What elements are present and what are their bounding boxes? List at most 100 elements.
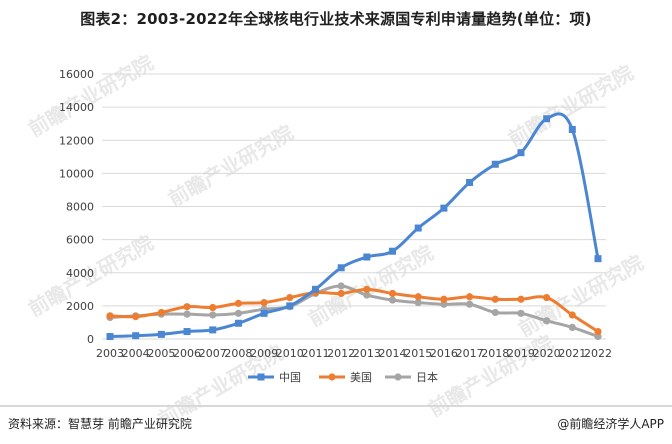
x-tick-label: 2007 [199, 347, 227, 360]
x-tick-label: 2018 [481, 347, 509, 360]
data-point-china [260, 309, 268, 317]
data-point-usa [517, 295, 525, 303]
data-point-china [132, 332, 140, 340]
data-point-china [106, 333, 114, 341]
data-point-japan [234, 309, 243, 317]
data-point-usa [157, 308, 165, 317]
data-point-china [337, 264, 345, 272]
series-lines [106, 112, 602, 341]
data-point-japan [363, 291, 371, 299]
y-tick-label: 10000 [59, 167, 94, 180]
data-point-usa [132, 313, 140, 321]
data-point-usa [286, 293, 294, 302]
data-point-china [414, 224, 422, 232]
x-tick-label: 2004 [122, 347, 150, 360]
y-tick-label: 6000 [66, 234, 94, 247]
y-axis-ticks: 0 2000 4000 6000 8000 10000 12000 14000 16000 [59, 68, 94, 346]
x-tick-label: 2014 [379, 347, 407, 360]
data-point-usa [414, 293, 422, 301]
y-tick-label: 12000 [59, 134, 94, 147]
data-point-usa [388, 289, 397, 298]
x-tick-label: 2011 [301, 347, 329, 360]
data-point-china [183, 328, 191, 336]
data-point-usa [465, 293, 474, 301]
source-note: 资料来源：智慧芽 前瞻产业研究院 [8, 417, 192, 431]
data-point-china [491, 160, 499, 168]
series-line-usa [108, 287, 600, 334]
y-tick-label: 14000 [59, 101, 94, 114]
line-chart: 0 2000 4000 6000 8000 10000 12000 14000 16000 20… [59, 68, 612, 384]
x-tick-label: 2020 [533, 347, 561, 360]
legend-marker-japan [394, 373, 402, 381]
data-point-usa [440, 295, 448, 303]
data-point-china [286, 302, 294, 310]
footer-divider [0, 405, 672, 407]
y-tick-label: 16000 [59, 68, 94, 81]
data-point-japan [491, 308, 499, 317]
legend-label-japan: 日本 [416, 370, 438, 384]
x-tick-label: 2003 [96, 347, 124, 360]
data-point-china [209, 326, 217, 334]
data-point-japan [414, 298, 422, 307]
y-tick-label: 4000 [66, 267, 94, 280]
data-point-china [440, 204, 448, 212]
x-tick-label: 2009 [250, 347, 278, 360]
gridlines [102, 73, 606, 340]
legend: 中国 美国 日本 [248, 370, 438, 384]
data-point-japan [543, 317, 551, 325]
data-point-japan [440, 300, 448, 308]
x-tick-label: 2012 [327, 347, 355, 360]
x-tick-label: 2010 [276, 347, 304, 360]
data-point-japan [388, 296, 397, 304]
data-point-china [466, 178, 474, 186]
data-point-china [234, 319, 242, 327]
data-point-usa [543, 293, 551, 302]
y-tick-label: 2000 [66, 300, 94, 313]
data-point-china [568, 125, 576, 133]
data-point-japan [568, 323, 576, 332]
legend-label-china: 中国 [279, 371, 301, 384]
x-tick-label: 2006 [173, 347, 201, 360]
data-point-japan [465, 300, 474, 308]
footer: 资料来源：智慧芽 前瞻产业研究院 @前瞻经济学人APP [0, 405, 672, 444]
data-point-usa [594, 327, 602, 336]
data-point-china [157, 330, 165, 338]
series-line-japan [108, 284, 600, 339]
x-tick-label: 2013 [353, 347, 381, 360]
x-tick-label: 2016 [430, 347, 458, 360]
x-tick-label: 2022 [584, 347, 612, 360]
x-tick-label: 2021 [558, 347, 586, 360]
data-point-japan [517, 309, 525, 317]
data-point-china [363, 253, 371, 261]
x-tick-label: 2019 [507, 347, 535, 360]
x-tick-label: 2008 [224, 347, 252, 360]
x-axis-ticks: 2003200420052006200720082009201020112012… [96, 347, 612, 360]
chart-title: 图表2：2003-2022年全球核电行业技术来源国专利申请量趋势(单位：项) [80, 10, 592, 28]
series-line-china [108, 112, 600, 339]
data-point-usa [260, 298, 268, 307]
data-point-china [543, 115, 551, 123]
data-point-china [594, 255, 602, 263]
data-point-usa [209, 303, 217, 312]
data-point-china [311, 285, 319, 293]
x-tick-label: 2017 [456, 347, 484, 360]
data-point-usa [183, 303, 191, 311]
x-tick-label: 2015 [404, 347, 432, 360]
y-tick-label: 0 [87, 333, 94, 346]
data-point-usa [337, 289, 345, 298]
data-point-japan [337, 282, 345, 290]
data-point-china [389, 247, 397, 255]
data-point-usa [491, 295, 499, 303]
data-point-japan [209, 311, 217, 319]
data-point-china [517, 149, 525, 157]
data-point-usa [234, 299, 243, 307]
data-point-japan [183, 310, 191, 318]
brand-credit: @前瞻经济学人APP [557, 417, 664, 431]
x-tick-label: 2005 [147, 347, 175, 360]
y-tick-label: 8000 [66, 201, 94, 214]
legend-label-usa: 美国 [350, 371, 372, 384]
data-point-usa [363, 285, 371, 293]
data-point-usa [106, 312, 114, 320]
data-point-usa [568, 311, 576, 319]
data-point-japan [594, 332, 602, 341]
